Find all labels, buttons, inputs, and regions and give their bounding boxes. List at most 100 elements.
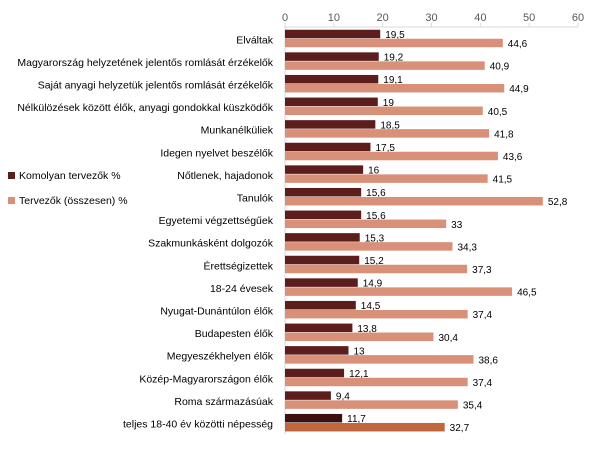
bar-komolyan [285, 74, 379, 84]
data-label-osszesen: 37,4 [473, 310, 493, 321]
bar-komolyan [285, 300, 356, 310]
bar-osszesen [285, 151, 498, 161]
bar-komolyan [285, 165, 364, 174]
data-label-osszesen: 32,7 [450, 423, 470, 434]
data-label-komolyan: 9,4 [336, 392, 350, 403]
data-label-komolyan: 12,1 [349, 369, 369, 380]
category-label: Megyeszékhelyen élők [167, 351, 274, 363]
category-label: Érettségizettek [204, 259, 274, 272]
data-label-komolyan: 13 [353, 346, 365, 357]
bar-osszesen [285, 355, 474, 364]
bar-komolyan [285, 413, 343, 423]
bar-osszesen [285, 242, 453, 251]
category-label: Közép-Magyarországon élők [139, 373, 273, 385]
data-label-komolyan: 18,5 [380, 120, 400, 131]
category-label: Elváltak [236, 34, 274, 46]
data-label-komolyan: 13,8 [357, 324, 377, 335]
data-label-komolyan: 19 [383, 98, 395, 109]
legend-label: Tervezők (összesen) % [19, 195, 128, 207]
data-label-komolyan: 11,7 [347, 414, 366, 425]
bar-komolyan [285, 52, 379, 61]
bar-osszesen [285, 106, 483, 116]
bar-komolyan [285, 120, 376, 129]
bar-komolyan [285, 278, 358, 287]
data-label-komolyan: 15,6 [366, 211, 386, 222]
data-label-osszesen: 38,6 [478, 355, 498, 366]
bar-komolyan [285, 255, 360, 265]
bar-osszesen [285, 129, 490, 138]
category-label: Idegen nyelvet beszélők [160, 147, 273, 159]
category-label: Roma származásúak [174, 396, 273, 408]
bar-osszesen [285, 264, 468, 274]
data-label-osszesen: 37,3 [472, 265, 492, 276]
data-label-osszesen: 52,8 [548, 197, 568, 208]
category-label: Nyugat-Dunántúlon élők [160, 306, 273, 318]
bar-osszesen [285, 309, 468, 319]
bar-komolyan [285, 210, 362, 220]
bar-osszesen [285, 287, 513, 296]
category-label: Nélkülözések között élők, anyagi gondokk… [17, 102, 273, 114]
bar-komolyan [285, 346, 349, 355]
category-label: Munkanélküliek [201, 125, 274, 137]
bar-komolyan [285, 368, 345, 378]
data-label-osszesen: 41,5 [493, 175, 513, 186]
x-tick-label: 40 [474, 12, 486, 24]
legend-swatch [8, 197, 15, 204]
data-label-osszesen: 44,6 [508, 39, 528, 50]
category-label: teljes 18-40 év közötti népesség [123, 419, 273, 431]
data-label-komolyan: 15,3 [365, 233, 385, 244]
category-label: Nőtlenek, hajadonok [177, 170, 273, 182]
data-label-osszesen: 34,3 [457, 242, 477, 253]
bar-osszesen [285, 422, 445, 432]
data-label-osszesen: 41,8 [494, 129, 514, 140]
bar-osszesen [285, 377, 468, 387]
bar-osszesen [285, 83, 505, 93]
category-label: Budapesten élők [195, 328, 274, 340]
x-tick-label: 60 [572, 12, 584, 24]
bar-osszesen [285, 174, 488, 183]
bar-osszesen [285, 196, 543, 206]
data-label-komolyan: 14,9 [363, 279, 383, 290]
data-label-osszesen: 30,4 [438, 333, 458, 344]
data-label-osszesen: 33 [451, 220, 463, 231]
category-label: Egyetemi végzettségűek [159, 215, 274, 227]
data-label-osszesen: 44,9 [509, 84, 529, 95]
x-tick-label: 10 [328, 12, 340, 24]
data-label-osszesen: 40,5 [488, 107, 508, 118]
bar-komolyan [285, 97, 378, 107]
bar-komolyan [285, 391, 331, 400]
data-label-osszesen: 35,4 [463, 401, 483, 412]
x-tick-label: 0 [282, 12, 288, 24]
x-tick-label: 20 [377, 12, 389, 24]
data-label-osszesen: 46,5 [517, 288, 537, 299]
data-label-osszesen: 40,9 [490, 62, 510, 73]
bar-komolyan [285, 142, 371, 152]
legend-swatch [8, 172, 15, 179]
bar-komolyan [285, 323, 353, 333]
bar-osszesen [285, 400, 458, 409]
bar-osszesen [285, 332, 434, 342]
x-tick-label: 30 [425, 12, 437, 24]
data-label-komolyan: 15,2 [364, 256, 384, 267]
bar-komolyan [285, 29, 381, 39]
data-label-komolyan: 17,5 [375, 143, 395, 154]
category-label: Magyarország helyzetének jelentős romlás… [17, 57, 273, 69]
category-label: Szakmunkásként dolgozók [148, 238, 274, 250]
data-label-komolyan: 16 [368, 166, 380, 177]
bar-osszesen [285, 38, 503, 48]
data-label-osszesen: 43,6 [503, 152, 523, 163]
data-label-osszesen: 37,4 [473, 378, 493, 389]
data-label-komolyan: 19,1 [383, 75, 403, 86]
data-label-komolyan: 19,5 [385, 30, 405, 41]
data-label-komolyan: 14,5 [361, 301, 381, 312]
bar-komolyan [285, 187, 362, 197]
category-label: Tanulók [237, 193, 274, 205]
category-label: Saját anyagi helyzetük jelentős romlását… [38, 80, 274, 92]
data-label-komolyan: 19,2 [384, 53, 404, 64]
bar-komolyan [285, 233, 360, 242]
bar-osszesen [285, 61, 485, 70]
x-tick-label: 50 [523, 12, 535, 24]
data-label-komolyan: 15,6 [366, 188, 386, 199]
